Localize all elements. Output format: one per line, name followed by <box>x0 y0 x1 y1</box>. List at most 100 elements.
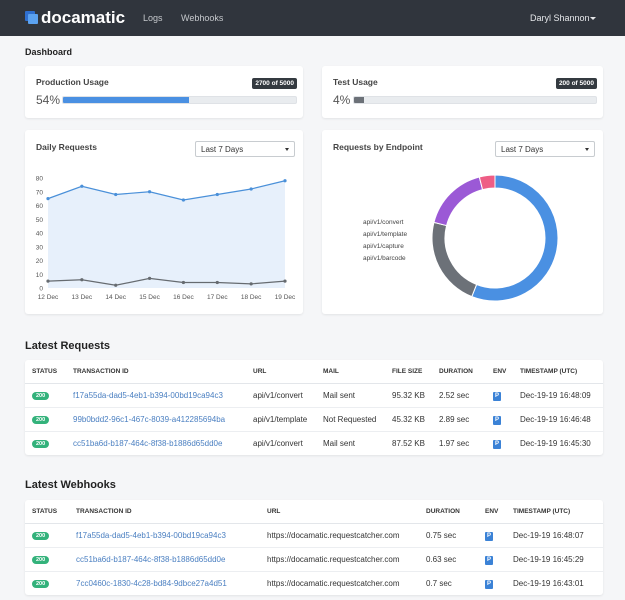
dropdown-caret <box>590 17 596 20</box>
y-tick-label: 70 <box>36 189 44 196</box>
env-badge: P <box>493 392 501 401</box>
column-header: DURATION <box>426 500 485 523</box>
donut-segment <box>432 222 477 296</box>
table-card: STATUSTRANSACTION IDURLDURATIONENVTIMEST… <box>25 500 603 595</box>
point <box>250 282 253 285</box>
brand[interactable]: docamatic <box>41 8 125 28</box>
table-cell: 2.89 sec <box>439 407 493 431</box>
transaction-link[interactable]: cc51ba6d-b187-464c-8f38-b1886d65dd0e <box>73 439 222 448</box>
table-cell: Mail sent <box>323 431 392 455</box>
transaction-link[interactable]: 99b0bdd2-96c1-467c-8039-a412285694ba <box>73 415 225 424</box>
column-header: URL <box>267 500 426 523</box>
range-select[interactable]: Last 7 Days <box>495 141 595 157</box>
table-cell: https://docamatic.requestcatcher.com <box>267 571 426 595</box>
progress-bar <box>354 97 364 103</box>
cell-text: Mail sent <box>323 391 355 400</box>
x-tick-label: 15 Dec <box>139 294 160 301</box>
status-badge: 200 <box>32 580 49 588</box>
x-tick-label: 16 Dec <box>173 294 194 301</box>
table-head: STATUSTRANSACTION IDURLDURATIONENVTIMEST… <box>25 500 603 523</box>
env-badge: P <box>493 440 501 449</box>
transaction-link[interactable]: cc51ba6d-b187-464c-8f38-b1886d65dd0e <box>76 555 225 564</box>
cell-text: 87.52 KB <box>392 439 425 448</box>
cell-text: 2.52 sec <box>439 391 469 400</box>
table-row: 200 7cc0460c-1830-4c28-bd84-9dbce27a4d51 h… <box>25 571 603 595</box>
donut-segment <box>479 175 495 190</box>
point <box>148 277 151 280</box>
y-tick-label: 10 <box>36 272 44 279</box>
cell-text: https://docamatic.requestcatcher.com <box>267 555 400 564</box>
point <box>114 284 117 287</box>
table-cell: 45.32 KB <box>392 407 439 431</box>
table: STATUSTRANSACTION IDURLDURATIONENVTIMEST… <box>25 500 603 595</box>
table-cell: 2.52 sec <box>439 383 493 407</box>
header-row: STATUSTRANSACTION IDURLDURATIONENVTIMEST… <box>25 500 603 523</box>
card-title: Test Usage <box>333 77 378 87</box>
cell-text: 2.89 sec <box>439 415 469 424</box>
cell-text: Mail sent <box>323 439 355 448</box>
cell-text: Not Requested <box>323 415 376 424</box>
cell-text: Dec-19-19 16:48:09 <box>520 391 591 400</box>
table-cell: f17a55da-dad5-4eb1-b394-00bd19ca94c3 <box>73 383 253 407</box>
point <box>182 198 185 201</box>
status-badge: 200 <box>32 416 49 424</box>
table-cell: 1.97 sec <box>439 431 493 455</box>
table-cell: Mail sent <box>323 383 392 407</box>
chart: 0102030405060708012 Dec13 Dec14 Dec15 De… <box>25 130 303 314</box>
section-title: Latest Webhooks <box>25 479 116 491</box>
table-row: 200cc51ba6d-b187-464c-8f38-b1886d65dd0eh… <box>25 547 603 571</box>
table-cell: P <box>485 547 513 571</box>
point <box>148 190 151 193</box>
column-header: STATUS <box>25 360 73 383</box>
cell-text: https://docamatic.requestcatcher.com <box>267 531 400 540</box>
chart-card: Requests by EndpointLast 7 Daysapi/v1/co… <box>322 130 603 314</box>
env-badge: P <box>485 580 493 589</box>
point <box>46 197 49 200</box>
env-badge: P <box>485 556 493 565</box>
table-cell: 0.75 sec <box>426 523 485 547</box>
table-cell: api/v1/convert <box>253 383 323 407</box>
table-cell: 200 <box>25 571 76 595</box>
table-cell: Dec-19-19 16:48:09 <box>520 383 603 407</box>
transaction-link[interactable]: f17a55da-dad5-4eb1-b394-00bd19ca94c3 <box>76 531 226 540</box>
cell-text: Dec-19-19 16:46:48 <box>520 415 591 424</box>
point <box>182 281 185 284</box>
table-cell: Dec-19-19 16:46:48 <box>520 407 603 431</box>
column-header: STATUS <box>25 500 76 523</box>
table-row: 200 99b0bdd2-96c1-467c-8039-a412285694ba a… <box>25 407 603 431</box>
table-cell: P <box>493 383 520 407</box>
table-cell: https://docamatic.requestcatcher.com <box>267 547 426 571</box>
table-cell: api/v1/template <box>253 407 323 431</box>
nav-link[interactable]: Webhooks <box>181 13 223 23</box>
status-badge: 200 <box>32 532 49 540</box>
nav-link[interactable]: Logs <box>143 13 163 23</box>
section-title: Latest Requests <box>25 340 110 352</box>
table-cell: P <box>493 431 520 455</box>
usage-percent: 4% <box>333 93 350 107</box>
cell-text: 95.32 KB <box>392 391 425 400</box>
table-cell: P <box>485 523 513 547</box>
cell-text: https://docamatic.requestcatcher.com <box>267 579 400 588</box>
cell-text: api/v1/convert <box>253 391 303 400</box>
transaction-link[interactable]: 7cc0460c-1830-4c28-bd84-9dbce27a4d51 <box>76 579 227 588</box>
user-menu[interactable]: Daryl Shannon <box>530 13 590 23</box>
table-row: 200 f17a55da-dad5-4eb1-b394-00bd19ca94c3 h… <box>25 523 603 547</box>
progress-track <box>353 96 597 104</box>
range-select[interactable]: Last 7 Days <box>195 141 295 157</box>
status-badge: 200 <box>32 392 49 400</box>
env-badge: P <box>485 532 493 541</box>
transaction-link[interactable]: f17a55da-dad5-4eb1-b394-00bd19ca94c3 <box>73 391 223 400</box>
column-header: DURATION <box>439 360 493 383</box>
page-title: Dashboard <box>25 47 72 57</box>
point <box>250 187 253 190</box>
y-tick-label: 80 <box>36 176 44 183</box>
table-row: 200cc51ba6d-b187-464c-8f38-b1886d65dd0ea… <box>25 431 603 455</box>
point <box>216 281 219 284</box>
y-tick-label: 50 <box>36 217 44 224</box>
table-cell: Not Requested <box>323 407 392 431</box>
cell-text: 0.63 sec <box>426 555 456 564</box>
x-tick-label: 18 Dec <box>241 294 262 301</box>
cell-text: api/v1/template <box>253 415 307 424</box>
table-cell: Dec-19-19 16:43:01 <box>513 571 603 595</box>
